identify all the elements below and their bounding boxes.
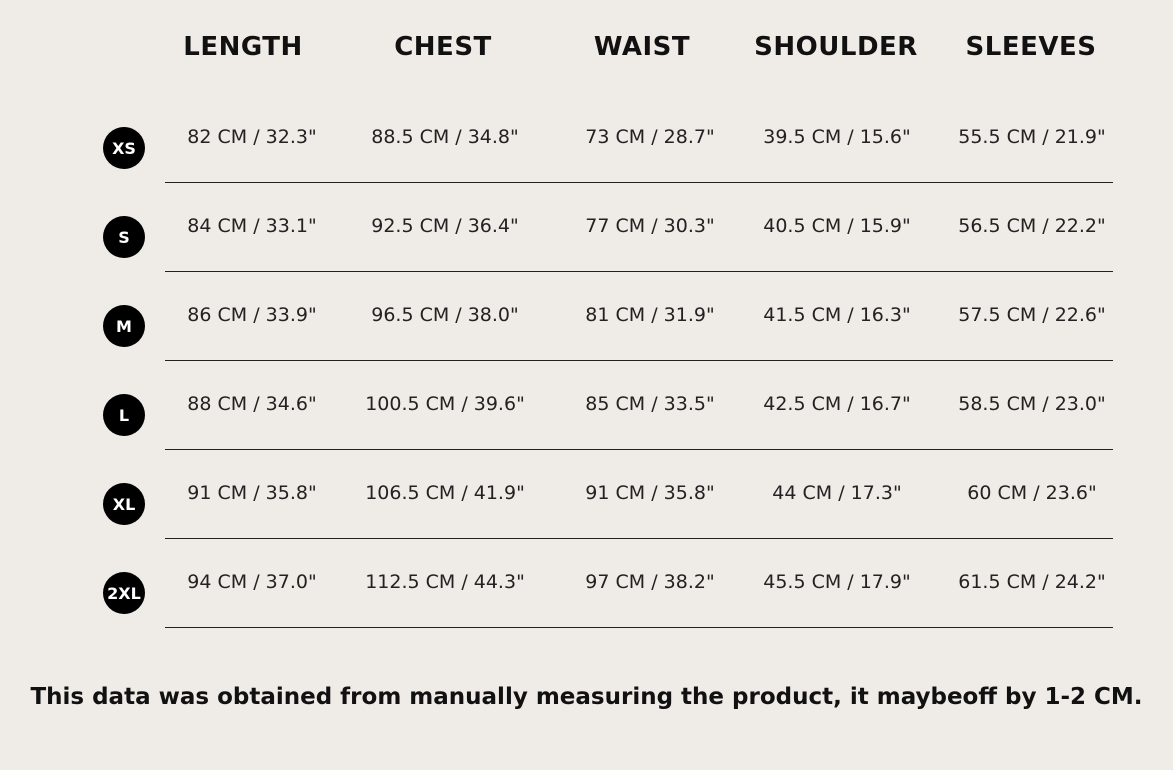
measurement: 84 CM / 33.1" xyxy=(187,215,317,237)
measurement: 106.5 CM / 41.9" xyxy=(365,482,525,504)
measurement: 81 CM / 31.9" xyxy=(585,304,715,326)
measurement: 44 CM / 17.3" xyxy=(772,482,902,504)
row-divider xyxy=(165,538,1113,539)
measurement: 61.5 CM / 24.2" xyxy=(958,571,1106,593)
measurement: 97 CM / 38.2" xyxy=(585,571,715,593)
measurement: 96.5 CM / 38.0" xyxy=(371,304,519,326)
measurement: 88.5 CM / 34.8" xyxy=(371,126,519,148)
measurement: 45.5 CM / 17.9" xyxy=(763,571,911,593)
measurement: 88 CM / 34.6" xyxy=(187,393,317,415)
measurement: 56.5 CM / 22.2" xyxy=(958,215,1106,237)
column-header: LENGTH xyxy=(183,32,303,62)
size-badge: L xyxy=(103,394,145,436)
column-header: CHEST xyxy=(394,32,492,62)
measurement: 58.5 CM / 23.0" xyxy=(958,393,1106,415)
row-divider xyxy=(165,360,1113,361)
column-header: WAIST xyxy=(593,32,691,62)
size-badge: XS xyxy=(103,127,145,169)
measurement: 91 CM / 35.8" xyxy=(585,482,715,504)
row-divider xyxy=(165,449,1113,450)
measurement: 73 CM / 28.7" xyxy=(585,126,715,148)
column-header: SLEEVES xyxy=(965,32,1097,62)
measurement: 60 CM / 23.6" xyxy=(967,482,1097,504)
measurement: 100.5 CM / 39.6" xyxy=(365,393,525,415)
measurement: 85 CM / 33.5" xyxy=(585,393,715,415)
row-divider xyxy=(165,182,1113,183)
measurement: 55.5 CM / 21.9" xyxy=(958,126,1106,148)
column-header: SHOULDER xyxy=(754,32,918,62)
measurement: 41.5 CM / 16.3" xyxy=(763,304,911,326)
measurement: 42.5 CM / 16.7" xyxy=(763,393,911,415)
size-badge: 2XL xyxy=(103,572,145,614)
measurement: 112.5 CM / 44.3" xyxy=(365,571,525,593)
footnote: This data was obtained from manually mea… xyxy=(30,684,1143,710)
measurement: 92.5 CM / 36.4" xyxy=(371,215,519,237)
measurement: 57.5 CM / 22.6" xyxy=(958,304,1106,326)
row-divider xyxy=(165,271,1113,272)
size-badge: S xyxy=(103,216,145,258)
measurement: 94 CM / 37.0" xyxy=(187,571,317,593)
measurement: 82 CM / 32.3" xyxy=(187,126,317,148)
measurement: 91 CM / 35.8" xyxy=(187,482,317,504)
measurement: 40.5 CM / 15.9" xyxy=(763,215,911,237)
measurement: 77 CM / 30.3" xyxy=(585,215,715,237)
row-divider xyxy=(165,627,1113,628)
size-badge: M xyxy=(103,305,145,347)
measurement: 86 CM / 33.9" xyxy=(187,304,317,326)
size-badge: XL xyxy=(103,483,145,525)
measurement: 39.5 CM / 15.6" xyxy=(763,126,911,148)
